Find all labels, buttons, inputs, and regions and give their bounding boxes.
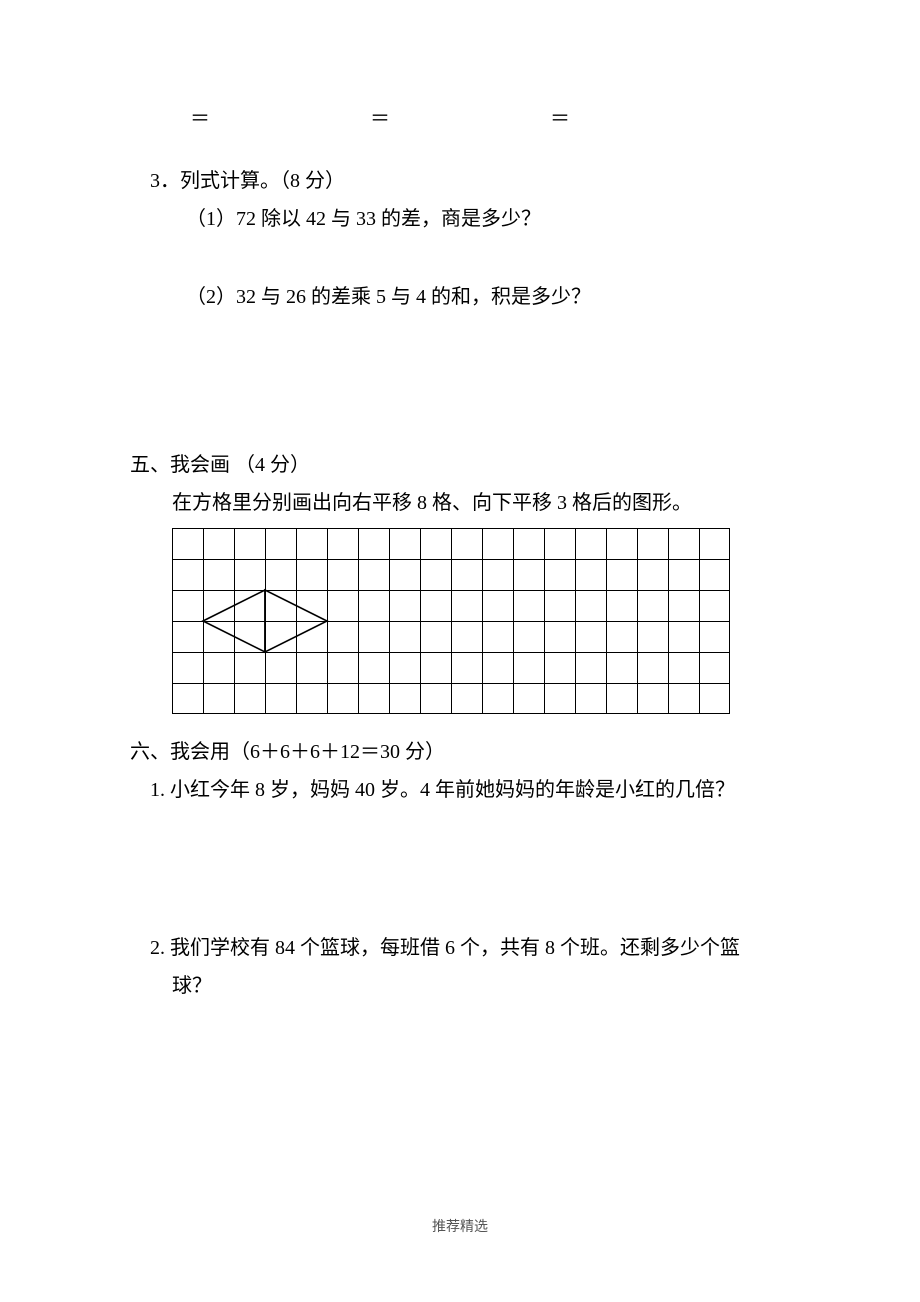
section6-title: 六、我会用（6＋6＋6＋12＝30 分） [130, 733, 790, 771]
equals-2: ＝ [370, 100, 550, 138]
q3-title: 3．列式计算。（8 分） [150, 162, 790, 200]
equals-3: ＝ [550, 100, 730, 138]
spacer [130, 316, 790, 436]
page: ＝ ＝ ＝ 3．列式计算。（8 分） （1）72 除以 42 与 33 的差，商… [0, 0, 920, 1302]
section6-q2-line2: 球？ [172, 967, 790, 1005]
section5-title: 五、我会画 （4 分） [130, 446, 790, 484]
footer-text: 推荐精选 [0, 1215, 920, 1242]
equals-row: ＝ ＝ ＝ [190, 100, 790, 138]
grid-svg [172, 528, 730, 714]
section6-q1: 1. 小红今年 8 岁，妈妈 40 岁。4 年前她妈妈的年龄是小红的几倍？ [150, 771, 790, 809]
q3-part2: （2）32 与 26 的差乘 5 与 4 的和，积是多少？ [186, 278, 790, 316]
section5-instr: 在方格里分别画出向右平移 8 格、向下平移 3 格后的图形。 [172, 484, 790, 522]
grid-figure [172, 528, 790, 727]
spacer [130, 809, 790, 929]
spacer [130, 238, 790, 278]
equals-1: ＝ [190, 100, 370, 138]
q3-part1: （1）72 除以 42 与 33 的差，商是多少？ [186, 200, 790, 238]
section6-q2-line1: 2. 我们学校有 84 个篮球，每班借 6 个，共有 8 个班。还剩多少个篮 [150, 929, 790, 967]
